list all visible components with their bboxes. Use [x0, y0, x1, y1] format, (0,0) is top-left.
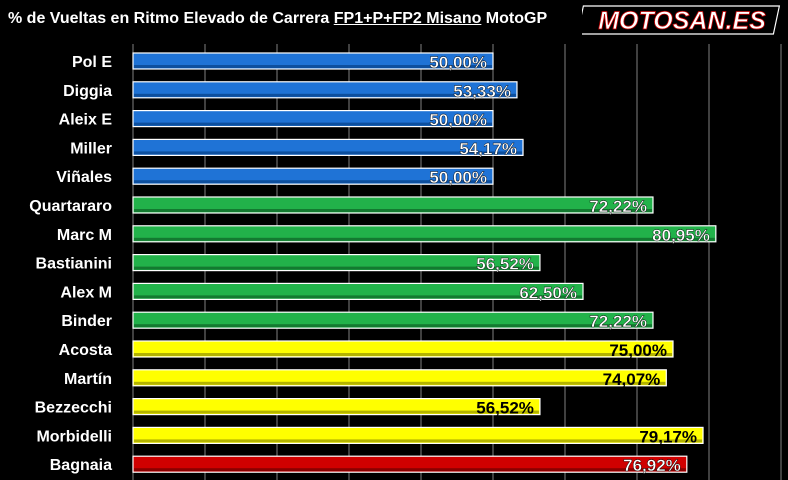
- category-label: Acosta: [59, 342, 112, 359]
- category-label: Alex M: [60, 284, 112, 301]
- category-label: Marc M: [57, 227, 112, 244]
- category-label: Pol E: [72, 54, 112, 71]
- category-label: Viñales: [56, 169, 112, 186]
- bar-chart: Pol E 50,00% Diggia 53,33% Aleix E 50,00% Mill…: [29, 44, 782, 480]
- logo-text: MOTOSAN.ES: [598, 7, 766, 35]
- bar-shade: [134, 324, 652, 328]
- data-label: 56,52%: [476, 399, 534, 418]
- bar-shade: [134, 93, 516, 97]
- data-label: 76,92%: [623, 456, 681, 475]
- bar-shade: [134, 122, 492, 126]
- bar: [132, 138, 524, 157]
- data-label: 62,50%: [519, 283, 577, 302]
- title-text: % de Vueltas en Ritmo Elevado de Carrera: [8, 10, 334, 27]
- category-label: Bagnaia: [50, 457, 112, 474]
- category-label: Binder: [61, 313, 112, 330]
- title-series: MotoGP: [481, 10, 548, 27]
- data-label: 50,00%: [429, 168, 487, 187]
- data-label: 50,00%: [429, 53, 487, 72]
- data-label: 72,22%: [589, 312, 647, 331]
- title-session: FP1+P+FP2 Misano: [333, 10, 482, 27]
- data-label: 50,00%: [429, 111, 487, 130]
- data-label: 75,00%: [609, 341, 667, 360]
- category-label: Miller: [70, 140, 112, 157]
- bar-shade: [134, 180, 492, 184]
- motosan-logo: MOTOSAN.ES: [582, 5, 781, 35]
- data-label: 72,22%: [589, 197, 647, 216]
- data-label: 74,07%: [603, 370, 661, 389]
- data-label: 54,17%: [459, 139, 517, 158]
- category-label: Bastianini: [36, 256, 112, 273]
- bar-shade: [134, 381, 666, 385]
- category-label: Diggia: [63, 83, 112, 100]
- bar-shade: [134, 237, 715, 241]
- data-label: 53,33%: [453, 82, 511, 101]
- bar-shade: [134, 353, 672, 356]
- chart-title: % de Vueltas en Ritmo Elevado de Carrera…: [8, 10, 547, 28]
- data-label: 79,17%: [639, 427, 697, 446]
- data-label: 56,52%: [476, 255, 534, 274]
- category-label: Aleix E: [59, 112, 113, 129]
- category-label: Quartararo: [29, 198, 112, 215]
- bar-shade: [134, 410, 539, 414]
- bar-shade: [134, 295, 582, 299]
- bar-shade: [134, 468, 686, 472]
- bar-shade: [134, 209, 652, 212]
- bar-shade: [134, 439, 703, 443]
- data-label: 80,95%: [652, 226, 710, 245]
- category-label: Martín: [64, 371, 112, 388]
- category-label: Morbidelli: [36, 428, 112, 445]
- bar-shade: [134, 266, 539, 270]
- bar-shade: [134, 65, 492, 68]
- bar-shade: [134, 151, 523, 155]
- category-label: Bezzecchi: [35, 400, 112, 417]
